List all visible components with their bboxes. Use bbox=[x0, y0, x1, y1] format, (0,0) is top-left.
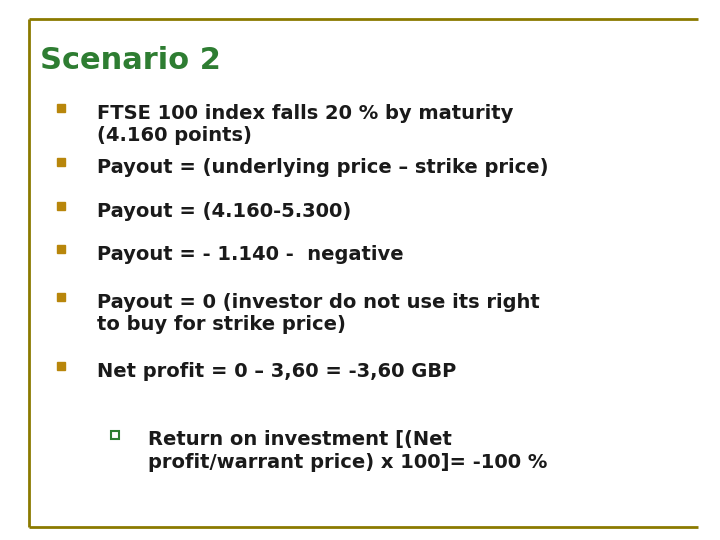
Text: Scenario 2: Scenario 2 bbox=[40, 46, 220, 75]
Text: Return on investment [(Net
profit/warrant price) x 100]= -100 %: Return on investment [(Net profit/warran… bbox=[148, 430, 547, 472]
Text: Payout = (4.160-5.300): Payout = (4.160-5.300) bbox=[97, 202, 351, 221]
Text: Payout = 0 (investor do not use its right
to buy for strike price): Payout = 0 (investor do not use its righ… bbox=[97, 293, 540, 334]
Text: Payout = (underlying price – strike price): Payout = (underlying price – strike pric… bbox=[97, 158, 549, 177]
Text: FTSE 100 index falls 20 % by maturity
(4.160 points): FTSE 100 index falls 20 % by maturity (4… bbox=[97, 104, 513, 145]
Text: Payout = - 1.140 -  negative: Payout = - 1.140 - negative bbox=[97, 245, 404, 264]
Text: Net profit = 0 – 3,60 = -3,60 GBP: Net profit = 0 – 3,60 = -3,60 GBP bbox=[97, 362, 456, 381]
